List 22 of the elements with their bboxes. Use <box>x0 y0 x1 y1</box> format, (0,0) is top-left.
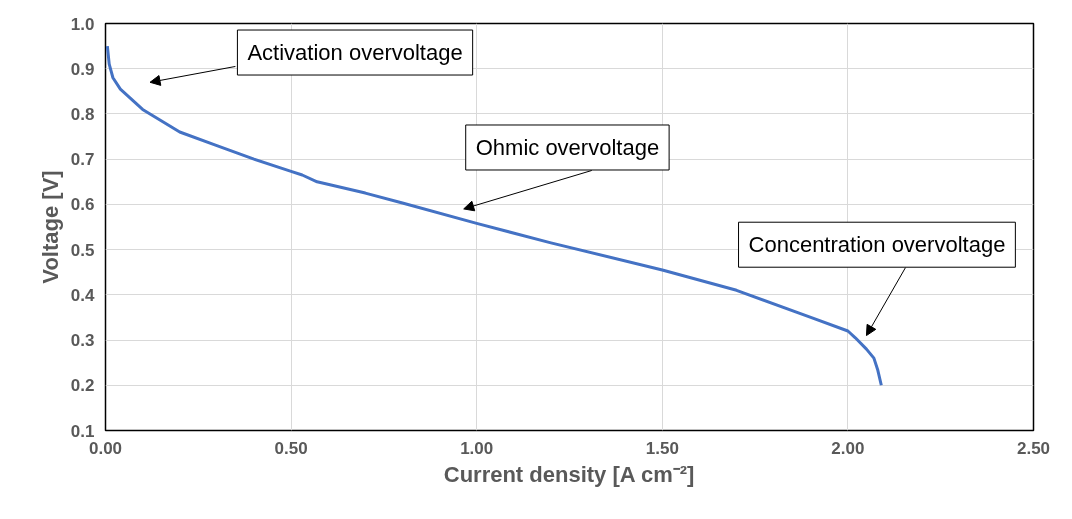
y-tick-label: 0.8 <box>70 104 95 124</box>
y-tick-label: 0.2 <box>70 376 95 396</box>
y-tick-label: 1.0 <box>70 14 95 34</box>
x-tick-label: 2.50 <box>1016 438 1051 458</box>
x-tick-label: 1.50 <box>645 438 679 458</box>
y-axis-title: Voltage [V] <box>37 170 63 284</box>
x-tick-label: 0.50 <box>274 438 308 458</box>
annotation: Activation overvoltage <box>247 40 463 66</box>
y-tick-label: 0.4 <box>70 285 96 305</box>
annotation: Ohmic overvoltage <box>475 134 660 160</box>
x-tick-label: 2.00 <box>831 438 865 458</box>
y-tick-label: 0.9 <box>70 59 95 79</box>
y-tick-label: 0.6 <box>70 195 95 215</box>
y-tick-label: 0.5 <box>70 240 95 260</box>
y-tick-label: 0.1 <box>70 421 95 441</box>
y-tick-label: 0.7 <box>70 150 95 170</box>
line-series <box>105 44 883 387</box>
x-tick-label: 0.00 <box>88 438 123 458</box>
x-tick-label: 1.00 <box>460 438 494 458</box>
x-axis-title: Current density [A cm⁻²] <box>443 461 695 487</box>
y-tick-label: 0.3 <box>70 331 95 351</box>
annotation: Concentration overvoltage <box>748 232 1006 258</box>
